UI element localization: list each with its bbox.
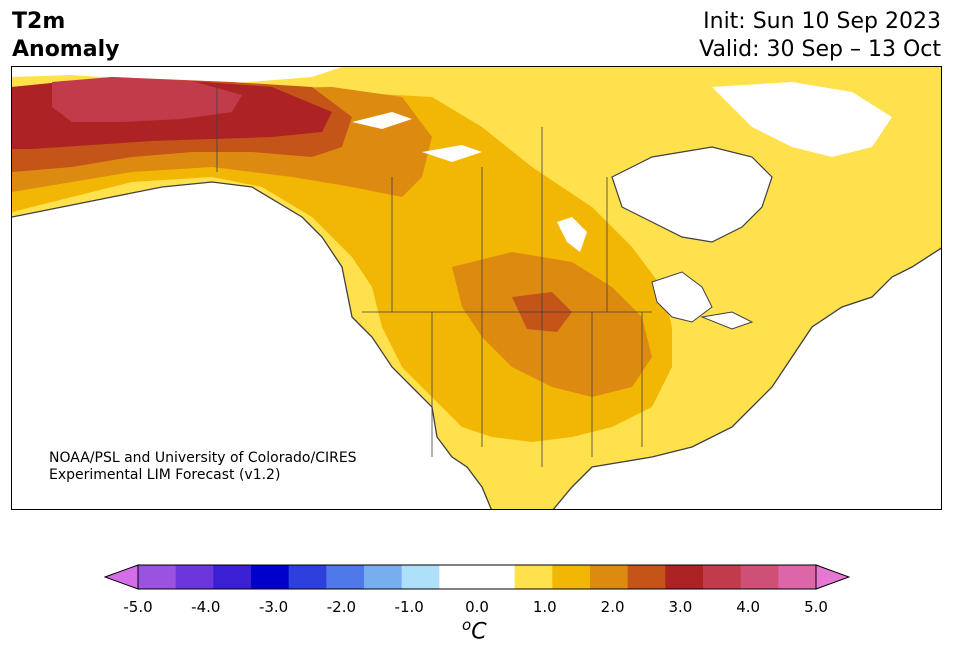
- colorbar-outline: [137, 564, 817, 590]
- colorbar-tick-label: 4.0: [736, 598, 761, 616]
- colorbar-bin: [251, 565, 290, 589]
- init-date: Init: Sun 10 Sep 2023: [703, 9, 941, 34]
- colorbar-bin: [401, 565, 440, 589]
- anomaly-3_5-4: [52, 77, 242, 122]
- colorbar-tick-label: -1.0: [394, 598, 424, 616]
- colorbar-bin: [627, 565, 666, 589]
- colorbar-tick-label: 5.0: [804, 598, 828, 616]
- colorbar-bin: [590, 565, 629, 589]
- anomaly-map: [12, 67, 941, 509]
- colorbar-bin: [477, 565, 516, 589]
- colorbar-bin: [138, 565, 177, 589]
- valid-period: Valid: 30 Sep – 13 Oct: [699, 37, 941, 62]
- colorbar-bin: [552, 565, 591, 589]
- colorbar-bin: [665, 565, 704, 589]
- colorbar-bin: [703, 565, 742, 589]
- great-slave-lake: [352, 112, 412, 129]
- lake-winnipeg: [557, 217, 587, 252]
- forecast-dates: Init: Sun 10 Sep 2023 Valid: 30 Sep – 13…: [699, 8, 941, 64]
- hudson-bay: [611, 146, 773, 243]
- coastline: [12, 181, 941, 509]
- colorbar-tick-label: -5.0: [123, 598, 153, 616]
- colorbar-tick-label: -3.0: [258, 598, 289, 616]
- colorbar-tick-label: 0.0: [465, 598, 489, 616]
- colorbar-tick-label: 2.0: [600, 598, 625, 616]
- colorbar-bin: [288, 565, 327, 589]
- colorbar-extend-max: [815, 564, 851, 590]
- title-line1: T2m: [12, 9, 66, 34]
- colorbar-bin: [439, 565, 478, 589]
- colorbar-bin: [326, 565, 365, 589]
- unit-label: oC: [462, 616, 487, 644]
- arctic-water: [712, 82, 892, 157]
- colorbar: [103, 564, 851, 594]
- unit-degree: o: [462, 616, 472, 634]
- map-panel: [11, 66, 942, 510]
- map-title: T2m Anomaly: [12, 8, 119, 64]
- colorbar-bin: [778, 565, 817, 589]
- anomaly-2-2_5: [12, 87, 652, 397]
- unit-celsius: C: [471, 619, 487, 645]
- great-lakes: [651, 271, 754, 330]
- title-line2: Anomaly: [12, 37, 120, 62]
- credit-line1: NOAA/PSL and University of Colorado/CIRE…: [49, 450, 357, 466]
- credit-line2: Experimental LIM Forecast (v1.2): [49, 467, 281, 483]
- colorbar-tick-label: 3.0: [668, 598, 693, 616]
- colorbar-tick-label: -2.0: [326, 598, 357, 616]
- political-borders: [216, 87, 652, 467]
- colorbar-bin: [175, 565, 214, 589]
- colorbar-bin: [514, 565, 553, 589]
- colorbar-bin: [364, 565, 403, 589]
- great-bear-lake: [422, 145, 482, 162]
- colorbar-bin: [213, 565, 252, 589]
- colorbar-extend-min: [103, 564, 139, 590]
- colorbar-tick-label: 1.0: [532, 598, 557, 616]
- colorbar-bin: [740, 565, 779, 589]
- credit-text: NOAA/PSL and University of Colorado/CIRE…: [49, 450, 357, 484]
- colorbar-scale: [103, 564, 851, 590]
- colorbar-tick-label: -4.0: [191, 598, 221, 616]
